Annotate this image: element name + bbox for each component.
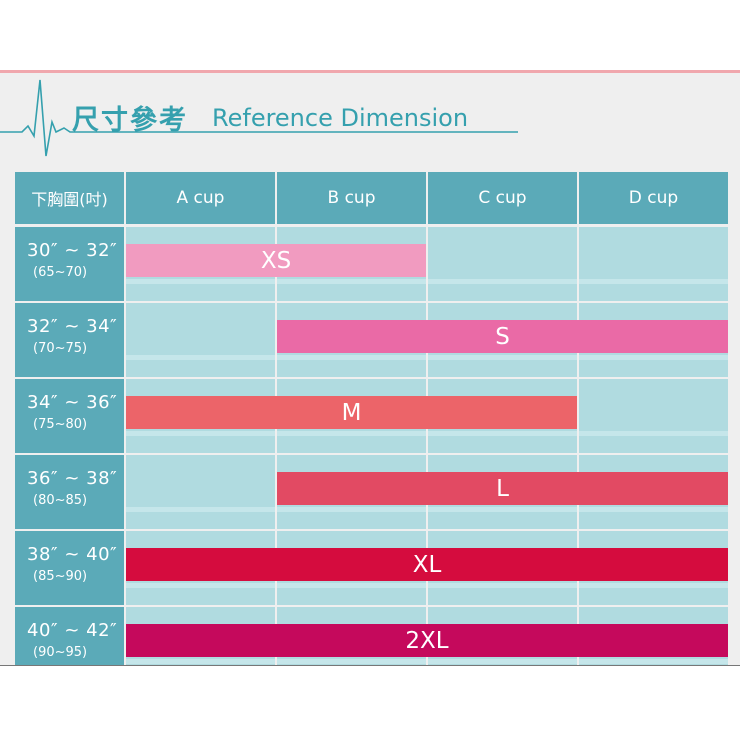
cell-stripe xyxy=(277,431,426,436)
title-english: Reference Dimension xyxy=(212,104,469,132)
cell-stripe xyxy=(277,355,426,360)
cell-stripe xyxy=(579,431,728,436)
row-inch-range: 32″ ~ 34″ xyxy=(27,316,118,337)
table-cell xyxy=(579,379,728,453)
row-label: 36″ ~ 38″ (80~85) xyxy=(15,455,124,529)
cell-stripe xyxy=(428,507,577,512)
column-header-b-cup: B cup xyxy=(277,172,426,224)
row-inch-range: 38″ ~ 40″ xyxy=(27,544,118,565)
size-bar-l: L xyxy=(277,472,728,505)
cell-stripe xyxy=(277,507,426,512)
cell-stripe xyxy=(428,279,577,284)
cell-stripe xyxy=(277,583,426,588)
size-bar-m: M xyxy=(126,396,577,429)
row-label: 38″ ~ 40″ (85~90) xyxy=(15,531,124,605)
row-label: 30″ ~ 32″ (65~70) xyxy=(15,227,124,301)
cell-stripe xyxy=(579,507,728,512)
heartbeat-line-icon xyxy=(0,79,518,157)
cell-stripe xyxy=(126,507,275,512)
top-divider xyxy=(0,70,740,73)
column-header-a-cup: A cup xyxy=(126,172,275,224)
size-bar-xs: XS xyxy=(126,244,426,277)
table-cell xyxy=(428,227,577,301)
corner-header: 下胸圍(吋) xyxy=(15,172,124,224)
row-cm-range: (85~90) xyxy=(33,569,88,584)
cell-stripe xyxy=(277,279,426,284)
cell-stripe xyxy=(579,659,728,664)
row-cm-range: (80~85) xyxy=(33,493,88,508)
row-cm-range: (75~80) xyxy=(33,417,88,432)
size-bar-xl: XL xyxy=(126,548,728,581)
row-cm-range: (65~70) xyxy=(33,265,88,280)
cell-stripe xyxy=(428,583,577,588)
row-label: 40″ ~ 42″ (90~95) xyxy=(15,607,124,666)
cell-stripe xyxy=(277,659,426,664)
cell-stripe xyxy=(428,659,577,664)
cell-stripe xyxy=(579,583,728,588)
title-chinese: 尺寸參考 xyxy=(72,105,188,136)
row-inch-range: 40″ ~ 42″ xyxy=(27,620,118,641)
cell-stripe xyxy=(126,431,275,436)
cell-stripe xyxy=(126,583,275,588)
cell-stripe xyxy=(126,279,275,284)
table-cell xyxy=(126,303,275,377)
cell-stripe xyxy=(428,355,577,360)
row-inch-range: 30″ ~ 32″ xyxy=(27,240,118,261)
size-bar-s: S xyxy=(277,320,728,353)
cell-stripe xyxy=(579,355,728,360)
table-cell xyxy=(126,455,275,529)
row-cm-range: (70~75) xyxy=(33,341,88,356)
size-chart: 尺寸參考 Reference Dimension 下胸圍(吋) A cup B c… xyxy=(0,70,740,666)
bottom-divider xyxy=(0,665,740,666)
cell-stripe xyxy=(126,659,275,664)
table-cell xyxy=(579,227,728,301)
cell-stripe xyxy=(579,279,728,284)
size-bar-2xl: 2XL xyxy=(126,624,728,657)
row-inch-range: 34″ ~ 36″ xyxy=(27,392,118,413)
column-header-d-cup: D cup xyxy=(579,172,728,224)
cell-stripe xyxy=(126,355,275,360)
row-inch-range: 36″ ~ 38″ xyxy=(27,468,118,489)
row-label: 34″ ~ 36″ (75~80) xyxy=(15,379,124,453)
column-header-c-cup: C cup xyxy=(428,172,577,224)
row-label: 32″ ~ 34″ (70~75) xyxy=(15,303,124,377)
cell-stripe xyxy=(428,431,577,436)
row-cm-range: (90~95) xyxy=(33,645,88,660)
